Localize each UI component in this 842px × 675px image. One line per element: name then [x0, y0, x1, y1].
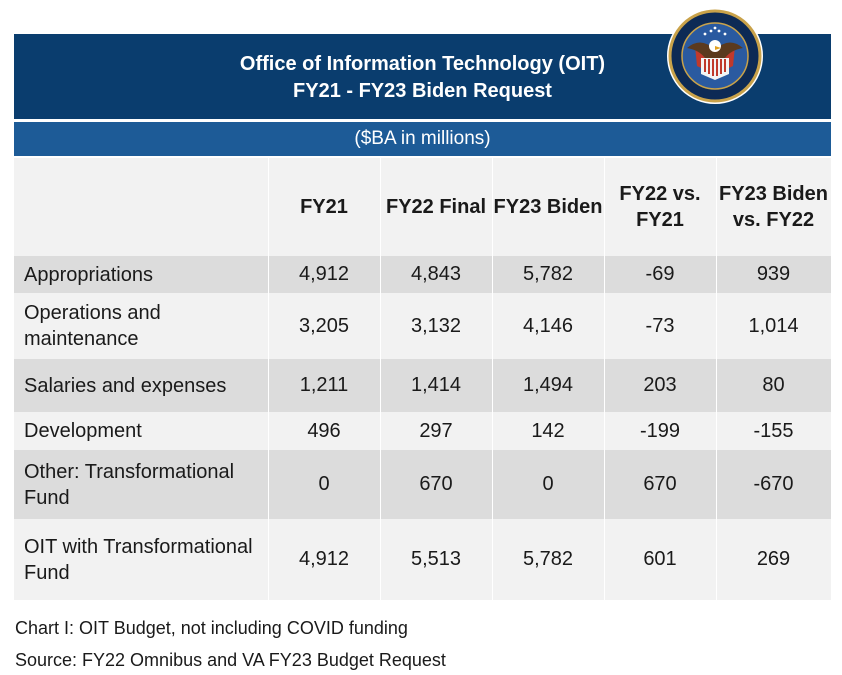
- table-cell: 601: [604, 519, 717, 600]
- table-cell: -670: [716, 450, 832, 519]
- table-cell: 4,146: [492, 293, 605, 359]
- column-header-fy21: FY21: [268, 158, 381, 256]
- column-header-fy23-vs-fy22: FY23 Biden vs. FY22: [716, 158, 832, 256]
- column-header-fy23-biden: FY23 Biden: [492, 158, 605, 256]
- row-label: Development: [14, 412, 269, 450]
- table-cell: 4,912: [268, 519, 381, 600]
- table-cell: 496: [268, 412, 381, 450]
- table-cell: 80: [716, 359, 832, 412]
- table-row: Other: Transformational Fund 0 670 0 670…: [14, 450, 832, 519]
- chart-title: Office of Information Technology (OIT): [239, 53, 606, 75]
- table-row: Development 496 297 142 -199 -155: [14, 412, 832, 450]
- table-cell: 297: [380, 412, 493, 450]
- table-cell: 203: [604, 359, 717, 412]
- table-header-row: FY21 FY22 Final FY23 Biden FY22 vs. FY21…: [14, 158, 832, 256]
- table-cell: 1,494: [492, 359, 605, 412]
- budget-table: FY21 FY22 Final FY23 Biden FY22 vs. FY21…: [14, 158, 832, 600]
- table-cell: -199: [604, 412, 717, 450]
- table-row: Salaries and expenses 1,211 1,414 1,494 …: [14, 359, 832, 412]
- source-note: Source: FY22 Omnibus and VA FY23 Budget …: [15, 650, 446, 670]
- table-row: Operations and maintenance 3,205 3,132 4…: [14, 293, 832, 359]
- chart-title-line2: FY21 - FY23 Biden Request: [293, 80, 552, 102]
- row-label: Salaries and expenses: [14, 359, 269, 412]
- table-cell: 670: [604, 450, 717, 519]
- table-row: OIT with Transformational Fund 4,912 5,5…: [14, 519, 832, 600]
- table-cell: 0: [268, 450, 381, 519]
- table-cell: 5,782: [492, 256, 605, 293]
- table-cell: 1,014: [716, 293, 832, 359]
- table-cell: -73: [604, 293, 717, 359]
- column-header-fy22-final: FY22 Final: [380, 158, 493, 256]
- column-header-label: [14, 158, 269, 256]
- table-cell: 1,414: [380, 359, 493, 412]
- table-cell: 3,132: [380, 293, 493, 359]
- units-subtitle: ($BA in millions): [14, 122, 831, 156]
- table-cell: 670: [380, 450, 493, 519]
- table-cell: 4,912: [268, 256, 381, 293]
- table-cell: 1,211: [268, 359, 381, 412]
- row-label: OIT with Transformational Fund: [14, 519, 269, 600]
- row-label: Operations and maintenance: [14, 293, 269, 359]
- table-cell: 142: [492, 412, 605, 450]
- table-cell: 5,513: [380, 519, 493, 600]
- chart-caption: Chart I: OIT Budget, not including COVID…: [15, 618, 408, 638]
- row-label: Appropriations: [14, 256, 269, 293]
- table-cell: 5,782: [492, 519, 605, 600]
- table-cell: 3,205: [268, 293, 381, 359]
- table-row: Appropriations 4,912 4,843 5,782 -69 939: [14, 256, 832, 293]
- table-cell: 0: [492, 450, 605, 519]
- table-cell: -155: [716, 412, 832, 450]
- table-cell: 4,843: [380, 256, 493, 293]
- table-cell: 939: [716, 256, 832, 293]
- column-header-fy22-vs-fy21: FY22 vs. FY21: [604, 158, 717, 256]
- row-label: Other: Transformational Fund: [14, 450, 269, 519]
- table-cell: 269: [716, 519, 832, 600]
- table-cell: -69: [604, 256, 717, 293]
- va-department-seal-icon: [667, 8, 763, 104]
